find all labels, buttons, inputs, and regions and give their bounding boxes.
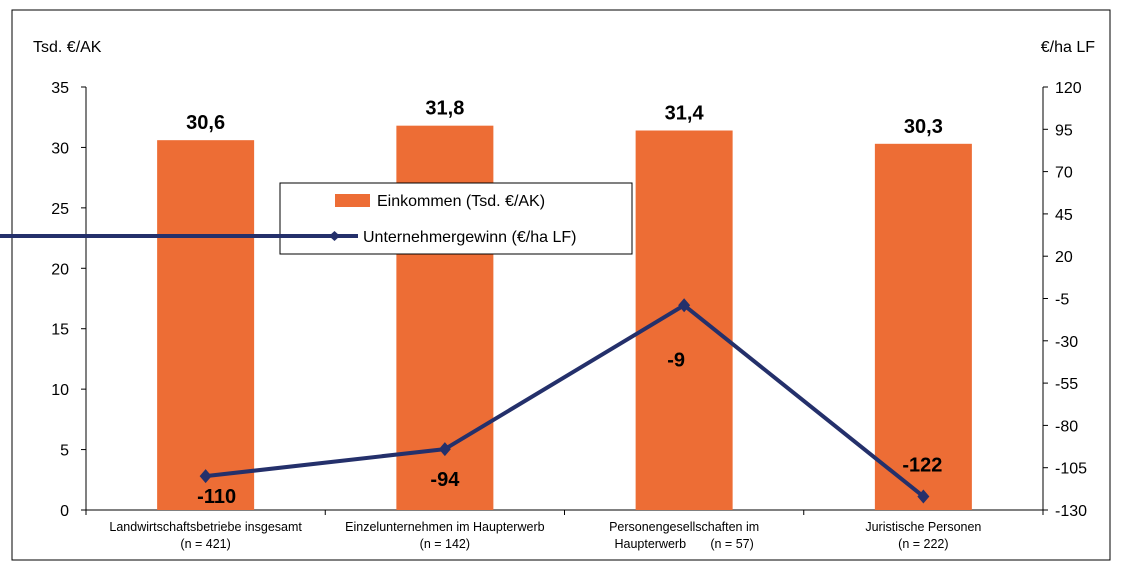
right-tick-label: 120 — [1055, 80, 1082, 97]
left-tick-label: 20 — [51, 261, 69, 278]
category-label: Personengesellschaften im — [609, 520, 759, 534]
bar — [635, 130, 733, 510]
data-labels: 30,6 31,8 31,4 30,3 -110 -94 -9 -122 — [186, 98, 943, 508]
right-axis-unit: €/ha LF — [1041, 39, 1095, 56]
category-label: Haupterwerb (n = 57) — [614, 537, 753, 551]
legend-line-label: Unternehmergewinn (€/ha LF) — [363, 229, 576, 246]
category-label: (n = 142) — [420, 537, 470, 551]
category-label: Landwirtschaftsbetriebe insgesamt — [109, 520, 302, 534]
legend-bar-swatch — [335, 194, 370, 207]
bar-value-label: 31,4 — [665, 103, 705, 125]
line-path — [205, 303, 925, 499]
legend-bar-label: Einkommen (Tsd. €/AK) — [377, 193, 545, 210]
line-series — [199, 298, 930, 504]
right-tick-label: -105 — [1055, 461, 1087, 478]
right-tick-label: 45 — [1055, 207, 1073, 224]
line-value-label: -122 — [902, 454, 942, 476]
right-tick-label: 95 — [1055, 122, 1073, 139]
left-axis-unit: Tsd. €/AK — [33, 39, 102, 56]
left-tick-label: 5 — [60, 443, 69, 460]
line-value-label: -94 — [430, 469, 460, 491]
right-tick-label: -5 — [1055, 292, 1069, 309]
legend-line-marker — [329, 231, 340, 241]
line-point-marker — [917, 489, 930, 504]
bar — [157, 140, 255, 511]
left-tick-label: 10 — [51, 382, 69, 399]
axes: 0 5 10 15 20 25 30 35 -130 -105 -80 -55 -30 -5 20 45 70 9… — [51, 80, 1087, 520]
bar — [874, 143, 972, 510]
right-tick-label: 70 — [1055, 165, 1073, 182]
left-tick-label: 30 — [51, 140, 69, 157]
bars — [157, 125, 972, 511]
line-point-marker — [678, 298, 691, 313]
category-labels: Landwirtschaftsbetriebe insgesamt (n = 42… — [109, 520, 981, 551]
left-tick-label: 25 — [51, 201, 69, 218]
left-tick-label: 35 — [51, 80, 69, 97]
legend: Einkommen (Tsd. €/AK) Unternehmergewinn … — [0, 182, 633, 255]
line-point-marker — [438, 442, 451, 457]
bar-value-label: 30,3 — [904, 116, 943, 138]
line-value-label: -9 — [667, 349, 685, 371]
category-label: (n = 222) — [898, 537, 948, 551]
line-point-marker — [199, 469, 212, 484]
bar-value-label: 31,8 — [425, 98, 464, 120]
category-label: (n = 421) — [180, 537, 230, 551]
category-label: Einzelunternehmen im Haupterwerb — [345, 520, 544, 534]
right-tick-label: -80 — [1055, 418, 1078, 435]
category-label: Juristische Personen — [865, 520, 981, 534]
right-tick-label: -30 — [1055, 334, 1078, 351]
right-tick-label: -55 — [1055, 376, 1078, 393]
left-tick-label: 15 — [51, 322, 69, 339]
right-tick-label: 20 — [1055, 249, 1073, 266]
line-value-label: -110 — [197, 486, 236, 508]
left-tick-label: 0 — [60, 503, 69, 520]
right-tick-label: -130 — [1055, 503, 1087, 520]
bar-value-label: 30,6 — [186, 112, 225, 134]
